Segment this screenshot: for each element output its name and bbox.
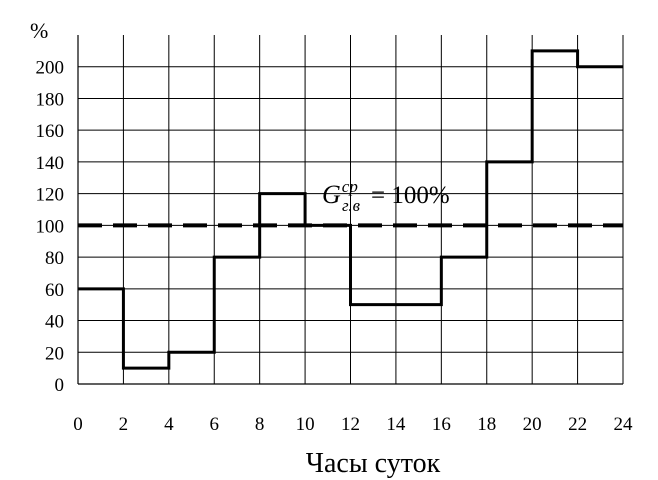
annotation-value: = 100% bbox=[371, 182, 450, 209]
y-tick-label: 100 bbox=[36, 216, 65, 237]
y-tick-label: 160 bbox=[36, 121, 65, 142]
x-tick-label: 14 bbox=[386, 414, 406, 435]
annotation-base: G bbox=[322, 180, 341, 209]
x-tick-label: 18 bbox=[477, 414, 496, 435]
x-tick-label: 22 bbox=[568, 414, 587, 435]
y-tick-label: 180 bbox=[36, 89, 65, 110]
step-series-line bbox=[78, 49, 623, 370]
x-tick-label: 4 bbox=[164, 414, 174, 435]
y-tick-label: 140 bbox=[36, 153, 65, 174]
y-tick-label: 200 bbox=[36, 58, 65, 79]
y-tick-label: 120 bbox=[36, 185, 65, 206]
y-tick-labels: 0 20 40 60 80 100 120 140 160 180 200 bbox=[36, 58, 65, 396]
annotation: Gср г.в = 100% bbox=[322, 177, 450, 215]
y-tick-label: 60 bbox=[45, 280, 64, 301]
y-tick-label: 20 bbox=[45, 343, 64, 364]
plot-frame bbox=[77, 35, 624, 385]
x-tick-label: 20 bbox=[523, 414, 542, 435]
x-tick-label: 0 bbox=[73, 414, 83, 435]
x-tick-labels: 0 2 4 6 8 10 12 14 16 18 20 22 24 bbox=[73, 414, 633, 435]
x-tick-label: 16 bbox=[432, 414, 451, 435]
x-tick-label: 8 bbox=[255, 414, 265, 435]
annotation-subscript: г.в bbox=[342, 196, 361, 215]
y-tick-label: 80 bbox=[45, 248, 64, 269]
x-tick-label: 10 bbox=[296, 414, 315, 435]
series-group bbox=[78, 49, 623, 370]
y-tick-label: 0 bbox=[55, 375, 65, 396]
x-tick-label: 24 bbox=[614, 414, 634, 435]
x-tick-label: 12 bbox=[341, 414, 360, 435]
x-tick-label: 6 bbox=[210, 414, 220, 435]
annotation-superscript: ср bbox=[342, 177, 358, 196]
y-tick-label: 40 bbox=[45, 312, 64, 333]
x-axis-label: Часы суток bbox=[306, 448, 441, 479]
x-tick-label: 2 bbox=[119, 414, 129, 435]
y-axis-label: % bbox=[30, 18, 48, 43]
